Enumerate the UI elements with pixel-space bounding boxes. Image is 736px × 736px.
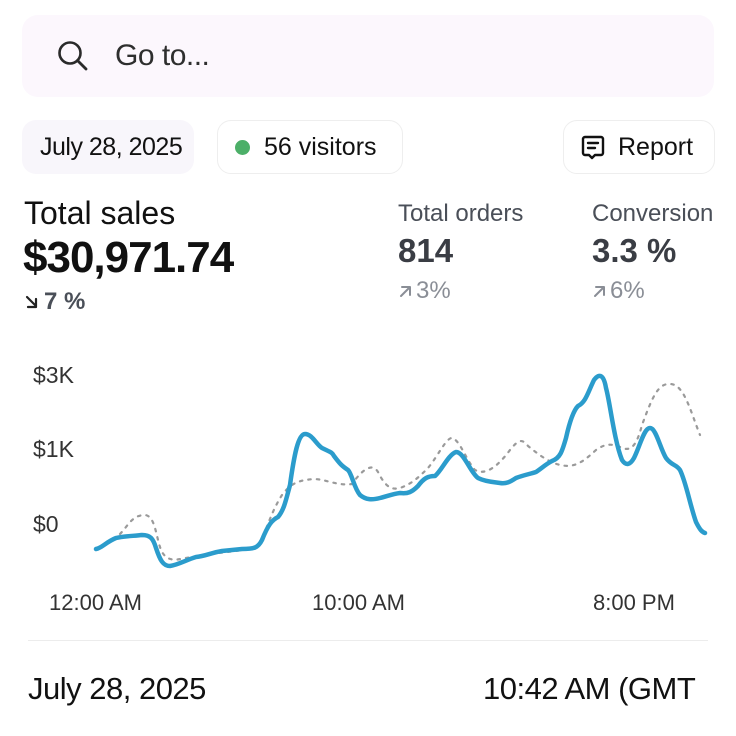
sales-chart[interactable]: $3K $1K $0 12:00 AM 10:00 AM 8:00 PM (0, 350, 736, 630)
footer-date: July 28, 2025 (28, 671, 206, 706)
search-icon (58, 41, 88, 71)
search-placeholder: Go to... (115, 39, 210, 72)
y-tick-label: $0 (33, 511, 59, 537)
live-visitors-chip[interactable]: 56 visitors (217, 120, 403, 174)
report-label: Report (618, 132, 694, 161)
visitors-label: 56 visitors (264, 132, 377, 161)
sales-line (93, 373, 708, 569)
date-picker-chip[interactable]: July 28, 2025 (22, 120, 194, 174)
footer-time: 10:42 AM (GMT (483, 671, 696, 706)
chart-plot (93, 373, 708, 569)
report-button[interactable]: Report (563, 120, 715, 174)
divider (28, 640, 708, 641)
conversion-value: 3.3 % (592, 232, 677, 269)
x-tick-label: 12:00 AM (49, 590, 142, 615)
comparison-line (118, 382, 702, 561)
date-chip-label: July 28, 2025 (40, 132, 183, 161)
report-icon (581, 135, 605, 160)
total-orders-delta: 3% (416, 277, 451, 304)
conversion-delta: 6% (610, 277, 645, 304)
arrow-down-right-icon (25, 295, 38, 309)
total-orders-label: Total orders (398, 200, 524, 227)
total-sales-value: $30,971.74 (23, 233, 234, 282)
total-sales-delta: 7 % (44, 288, 86, 315)
search-bar[interactable]: Go to... (22, 15, 714, 97)
x-tick-label: 10:00 AM (312, 590, 405, 615)
conversion-label: Conversion (592, 200, 714, 227)
y-tick-label: $1K (33, 436, 74, 462)
arrow-up-right-icon (594, 285, 605, 297)
x-tick-label: 8:00 PM (593, 590, 675, 615)
total-sales-label: Total sales (24, 195, 176, 231)
total-orders-value: 814 (398, 232, 454, 269)
y-tick-label: $3K (33, 362, 74, 388)
live-status-dot-icon (235, 139, 250, 155)
arrow-up-right-icon (400, 285, 411, 297)
